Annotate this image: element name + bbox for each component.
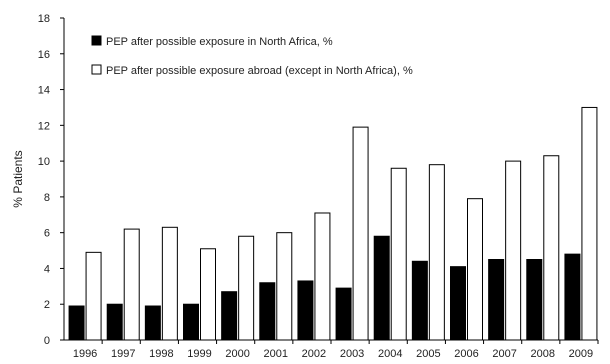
bar-north-africa <box>450 266 466 341</box>
bar-abroad <box>390 167 407 341</box>
bar-abroad <box>428 164 445 341</box>
bar-abroad <box>123 228 140 341</box>
bar-north-africa <box>488 259 505 341</box>
bar-abroad <box>276 232 293 341</box>
bar-abroad <box>505 160 522 341</box>
x-tick-label: 2001 <box>264 348 288 360</box>
bar-abroad <box>85 251 102 341</box>
x-tick-label: 1997 <box>111 348 135 360</box>
x-tick-label: 2000 <box>225 348 249 360</box>
y-axis-title: % Patients <box>11 150 25 207</box>
bar-north-africa <box>221 291 238 341</box>
x-tick-label: 1996 <box>73 348 97 360</box>
bar-north-africa <box>526 259 543 341</box>
x-axis: 1996 1997 1998 1999 2000 2001 2002 2003 2004 2005… <box>64 339 599 360</box>
y-tick-label: 12 <box>38 120 50 132</box>
legend-swatch-abroad <box>91 64 102 75</box>
x-tick-label: 1998 <box>149 348 173 360</box>
bar-abroad <box>238 235 255 341</box>
y-tick-label: 18 <box>38 13 50 25</box>
legend-label-abroad: PEP after possible exposure abroad (exce… <box>106 65 413 77</box>
y-tick-label: 4 <box>44 263 50 275</box>
y-tick-label: 8 <box>44 192 50 204</box>
bar-north-africa <box>106 303 123 341</box>
x-tick-label: 2005 <box>416 348 440 360</box>
x-tick-label: 2002 <box>302 348 326 360</box>
bar-north-africa <box>373 235 390 341</box>
x-tick-label: 2004 <box>378 348 402 360</box>
bar-abroad <box>352 126 369 341</box>
bar-abroad <box>161 226 178 341</box>
bar-abroad <box>467 198 483 341</box>
y-tick-label: 0 <box>44 335 50 347</box>
x-tick-label: 2008 <box>531 348 555 360</box>
y-tick-label: 14 <box>38 85 50 97</box>
x-tick-label: 1999 <box>187 348 211 360</box>
bar-north-africa <box>297 280 314 341</box>
legend-label-north-africa: PEP after possible exposure in North Afr… <box>106 36 333 48</box>
bar-abroad <box>314 212 331 341</box>
bar-north-africa <box>564 253 581 341</box>
bar-abroad <box>581 106 598 341</box>
y-tick-label: 6 <box>44 228 50 240</box>
x-tick-label: 2006 <box>454 348 478 360</box>
bar-north-africa <box>335 287 352 341</box>
bar-abroad <box>543 155 560 341</box>
bar-abroad <box>200 248 216 341</box>
bars <box>68 106 598 341</box>
bar-north-africa <box>259 282 276 341</box>
y-axis: 0 2 4 6 8 10 12 14 16 18 <box>38 13 65 347</box>
legend-swatch-north-africa <box>91 35 102 46</box>
bar-north-africa <box>68 305 85 341</box>
x-tick-label: 2009 <box>569 348 593 360</box>
x-tick-label: 2003 <box>340 348 364 360</box>
legend: PEP after possible exposure in North Afr… <box>91 35 413 77</box>
bar-north-africa <box>144 305 161 341</box>
bar-north-africa <box>183 303 199 341</box>
bar-north-africa <box>411 260 428 341</box>
y-tick-label: 2 <box>44 299 50 311</box>
x-tick-label: 2007 <box>492 348 516 360</box>
y-tick-label: 16 <box>38 49 50 61</box>
y-tick-label: 10 <box>38 156 50 168</box>
